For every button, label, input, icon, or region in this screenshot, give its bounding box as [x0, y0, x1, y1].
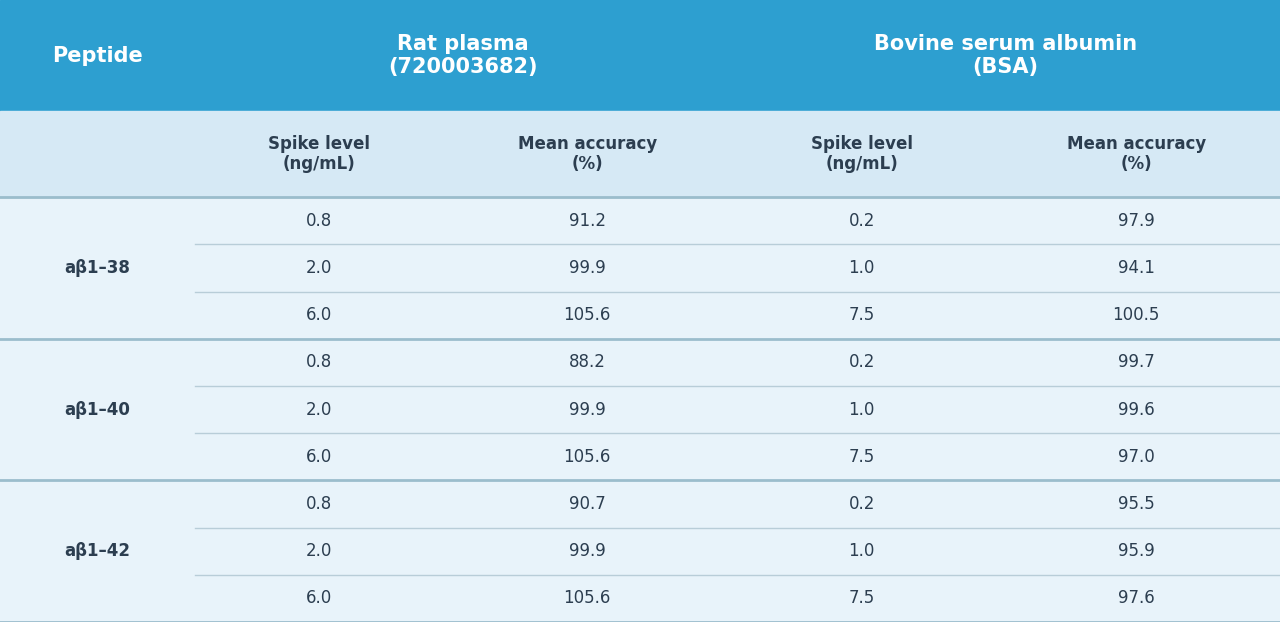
Bar — [0, 0, 1280, 111]
Text: 0.8: 0.8 — [306, 353, 333, 371]
Text: aβ1–38: aβ1–38 — [65, 259, 131, 277]
Text: 0.2: 0.2 — [849, 211, 874, 230]
Text: 105.6: 105.6 — [563, 590, 611, 608]
Text: 7.5: 7.5 — [849, 306, 874, 324]
Text: 1.0: 1.0 — [849, 542, 874, 560]
Text: 97.0: 97.0 — [1117, 448, 1155, 466]
Text: 0.8: 0.8 — [306, 495, 333, 513]
Text: Bovine serum albumin
(BSA): Bovine serum albumin (BSA) — [874, 34, 1137, 77]
Text: 100.5: 100.5 — [1112, 306, 1160, 324]
Bar — [0, 339, 1280, 480]
Text: 95.5: 95.5 — [1117, 495, 1155, 513]
Text: 99.9: 99.9 — [568, 259, 605, 277]
Text: Spike level
(ng/mL): Spike level (ng/mL) — [810, 134, 913, 174]
Text: Mean accuracy
(%): Mean accuracy (%) — [517, 134, 657, 174]
Text: 1.0: 1.0 — [849, 259, 874, 277]
Text: Mean accuracy
(%): Mean accuracy (%) — [1066, 134, 1206, 174]
Text: 6.0: 6.0 — [306, 448, 333, 466]
Text: Spike level
(ng/mL): Spike level (ng/mL) — [269, 134, 370, 174]
Text: 95.9: 95.9 — [1117, 542, 1155, 560]
Text: 6.0: 6.0 — [306, 590, 333, 608]
Bar — [0, 480, 1280, 622]
Text: 0.8: 0.8 — [306, 211, 333, 230]
Bar — [0, 111, 1280, 197]
Text: 0.2: 0.2 — [849, 353, 874, 371]
Text: Rat plasma
(720003682): Rat plasma (720003682) — [388, 34, 538, 77]
Bar — [0, 197, 1280, 339]
Text: 7.5: 7.5 — [849, 448, 874, 466]
Text: 105.6: 105.6 — [563, 448, 611, 466]
Text: 99.7: 99.7 — [1117, 353, 1155, 371]
Text: 7.5: 7.5 — [849, 590, 874, 608]
Text: aβ1–40: aβ1–40 — [65, 401, 131, 419]
Text: 2.0: 2.0 — [306, 401, 333, 419]
Text: 6.0: 6.0 — [306, 306, 333, 324]
Text: 2.0: 2.0 — [306, 259, 333, 277]
Text: 91.2: 91.2 — [568, 211, 605, 230]
Text: 1.0: 1.0 — [849, 401, 874, 419]
Text: aβ1–42: aβ1–42 — [65, 542, 131, 560]
Text: 99.6: 99.6 — [1117, 401, 1155, 419]
Text: 88.2: 88.2 — [568, 353, 605, 371]
Text: 90.7: 90.7 — [568, 495, 605, 513]
Text: 99.9: 99.9 — [568, 401, 605, 419]
Text: 0.2: 0.2 — [849, 495, 874, 513]
Text: 97.9: 97.9 — [1117, 211, 1155, 230]
Text: Peptide: Peptide — [52, 45, 143, 65]
Text: 94.1: 94.1 — [1117, 259, 1155, 277]
Text: 97.6: 97.6 — [1117, 590, 1155, 608]
Text: 99.9: 99.9 — [568, 542, 605, 560]
Text: 2.0: 2.0 — [306, 542, 333, 560]
Text: 105.6: 105.6 — [563, 306, 611, 324]
